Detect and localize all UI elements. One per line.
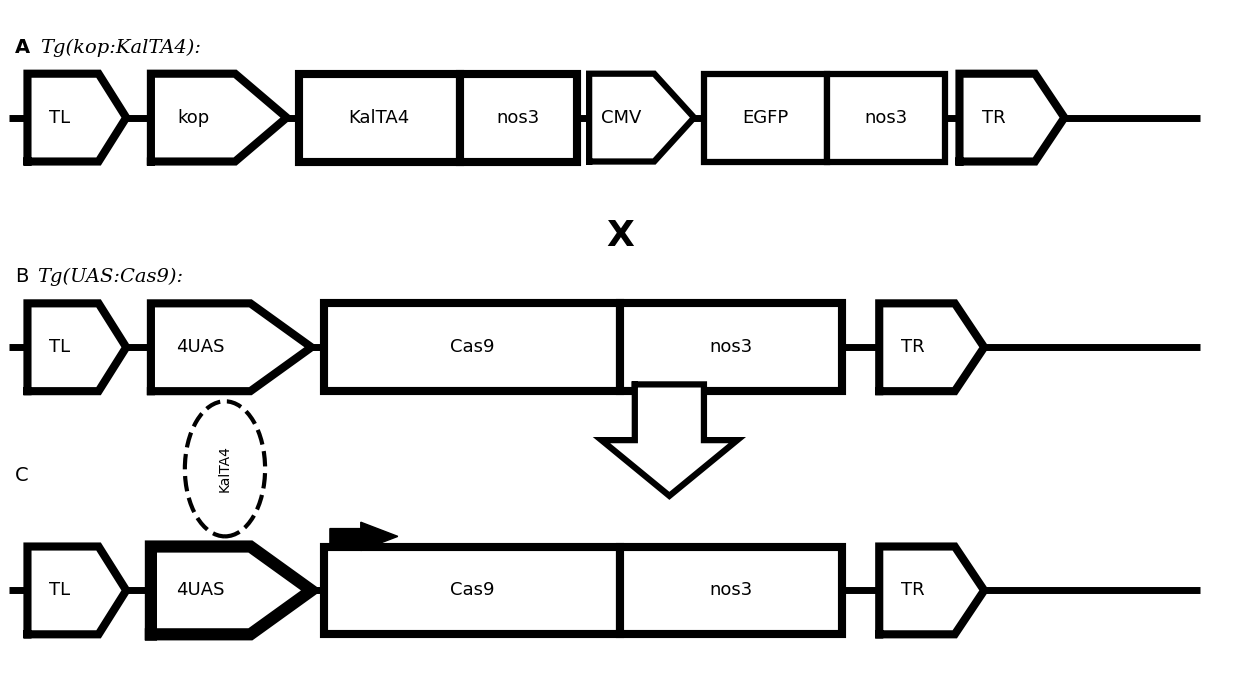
Bar [324,547,620,634]
Text: TL: TL [48,338,69,356]
Polygon shape [879,303,985,391]
Text: 4UAS: 4UAS [176,338,224,356]
Bar [460,74,577,161]
Text: CMV: CMV [601,108,642,127]
Polygon shape [151,74,286,161]
Polygon shape [27,303,126,391]
Text: C: C [15,466,29,485]
Ellipse shape [185,401,265,537]
Text: TR: TR [901,338,925,356]
Text: nos3: nos3 [864,108,908,127]
Text: TR: TR [901,582,925,599]
Polygon shape [960,74,1064,161]
Bar [827,74,945,161]
Text: KalTA4: KalTA4 [218,445,232,492]
Text: nos3: nos3 [709,582,753,599]
Text: X: X [606,219,634,253]
Polygon shape [151,303,311,391]
Bar [620,547,842,634]
Text: 4UAS: 4UAS [176,582,224,599]
Text: B: B [15,268,29,287]
Text: Tg(kop:KalTA4):: Tg(kop:KalTA4): [40,39,201,57]
Bar [704,74,827,161]
Bar [324,303,620,391]
Bar [620,303,842,391]
Polygon shape [27,74,126,161]
Polygon shape [330,522,398,550]
Text: nos3: nos3 [709,338,753,356]
Text: EGFP: EGFP [743,108,789,127]
Text: kop: kop [177,108,210,127]
Text: TL: TL [48,108,69,127]
Text: Cas9: Cas9 [450,582,494,599]
Text: TL: TL [48,582,69,599]
Text: Cas9: Cas9 [450,338,494,356]
Text: Tg(UAS:Cas9):: Tg(UAS:Cas9): [37,268,184,287]
Bar [299,74,460,161]
Polygon shape [151,547,311,634]
Text: TR: TR [982,108,1006,127]
Polygon shape [27,547,126,634]
Text: A: A [15,38,30,57]
Polygon shape [879,547,985,634]
Polygon shape [601,384,738,496]
Text: nos3: nos3 [496,108,539,127]
Polygon shape [589,74,694,161]
Text: KalTA4: KalTA4 [348,108,410,127]
